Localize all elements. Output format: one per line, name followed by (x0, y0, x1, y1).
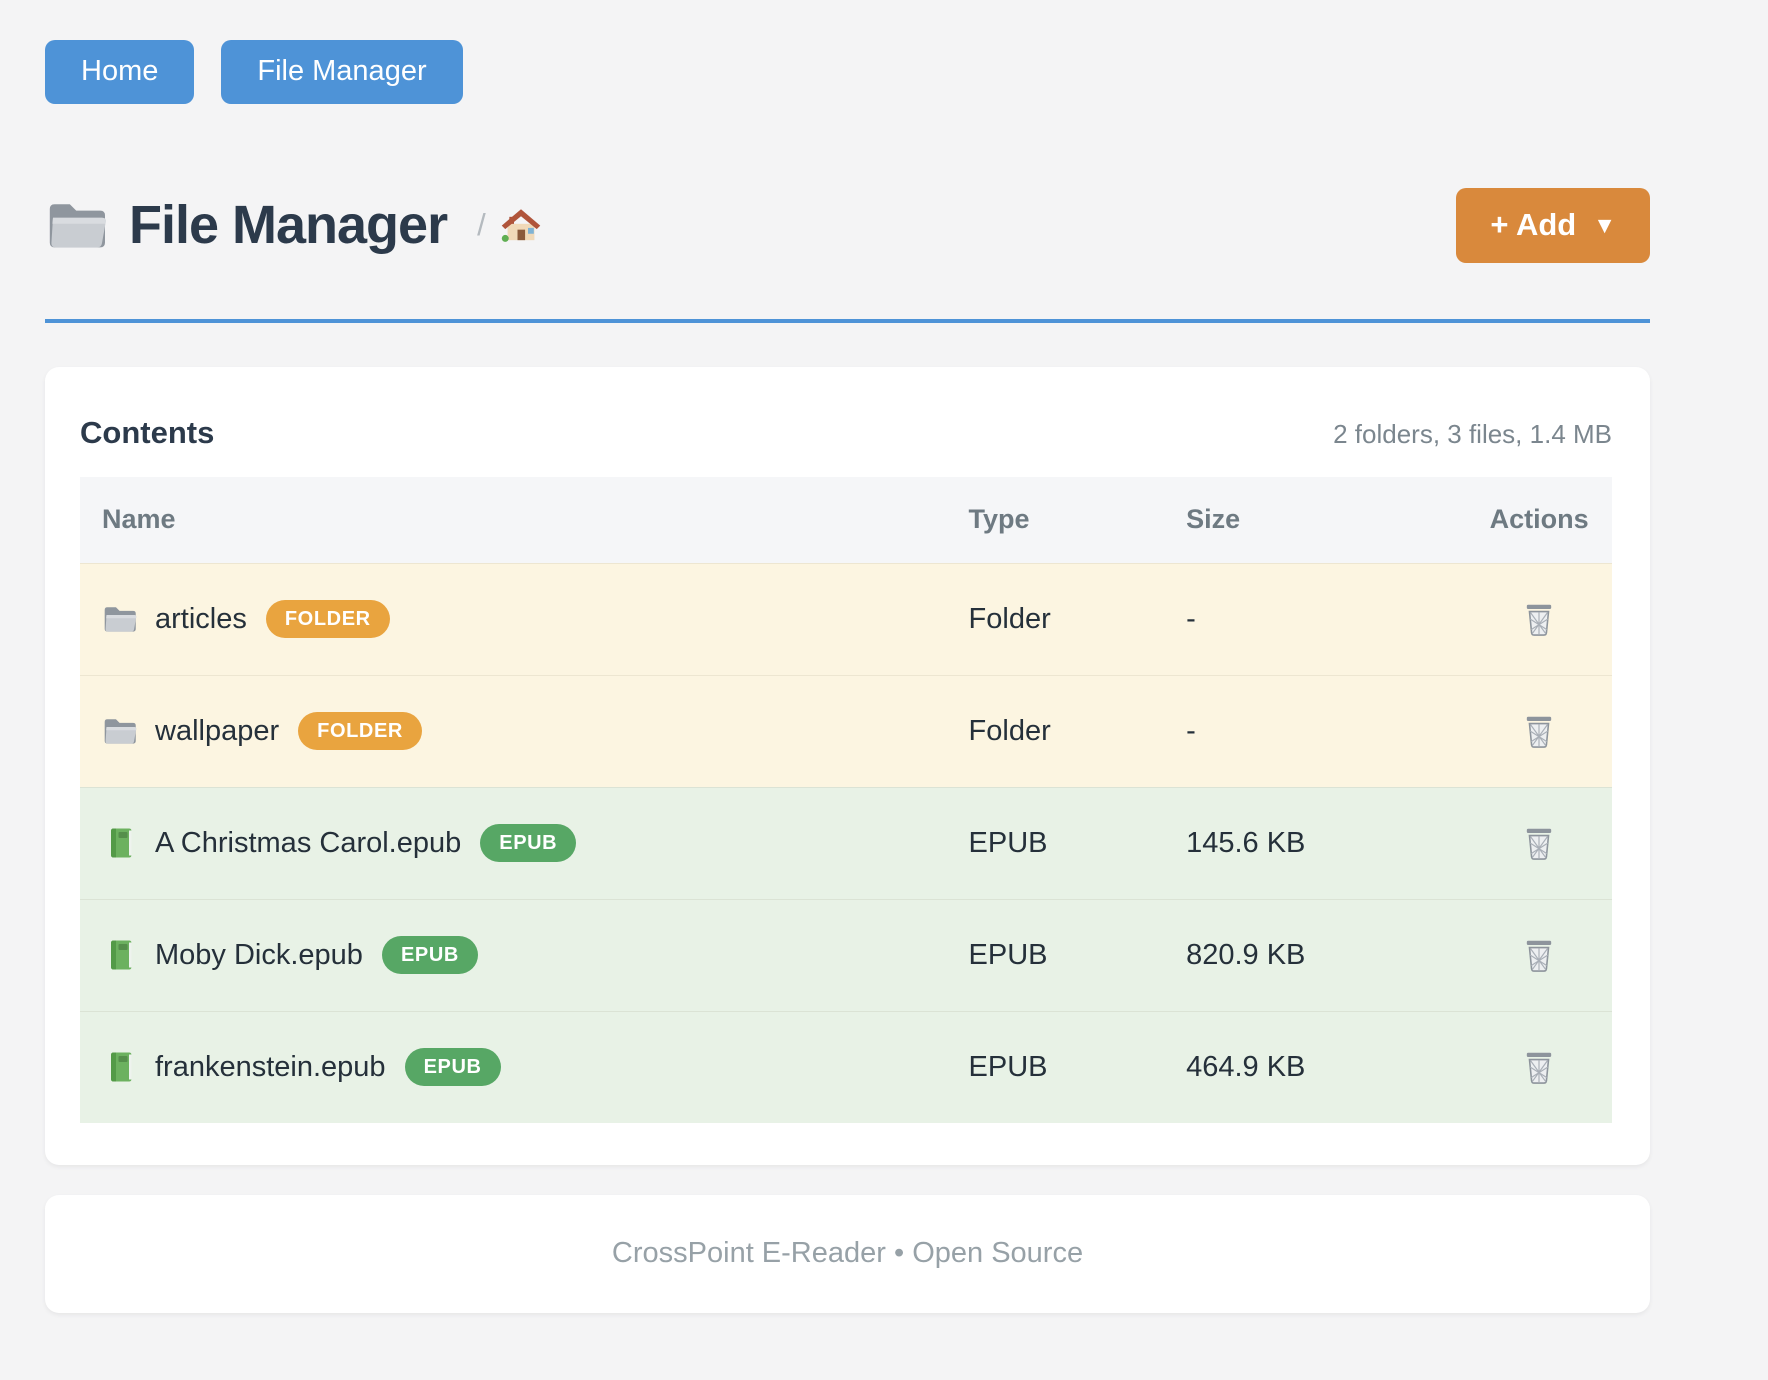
page: Home File Manager File Manager / + Add ▼… (45, 0, 1650, 1313)
size-cell: 464.9 KB (1186, 1050, 1306, 1083)
type-cell: Folder (968, 602, 1051, 635)
top-nav: Home File Manager (45, 40, 1650, 104)
trash-icon (1526, 828, 1553, 861)
page-header: File Manager / + Add ▼ (45, 187, 1650, 263)
contents-title: Contents (80, 414, 215, 450)
table-row[interactable]: wallpaper FOLDER Folder - (80, 674, 1612, 787)
type-badge: FOLDER (298, 712, 422, 751)
size-cell: - (1186, 714, 1196, 747)
footer: CrossPoint E-Reader • Open Source (45, 1194, 1650, 1313)
file-name: A Christmas Carol.epub (155, 826, 462, 859)
column-header-actions: Actions (1489, 504, 1589, 535)
file-name: Moby Dick.epub (155, 938, 363, 971)
folder-icon (104, 719, 137, 744)
table-row[interactable]: A Christmas Carol.epub EPUB EPUB 145.6 K… (80, 786, 1612, 899)
contents-summary: 2 folders, 3 files, 1.4 MB (1333, 418, 1612, 449)
home-button[interactable]: Home (45, 40, 195, 104)
chevron-down-icon: ▼ (1593, 211, 1616, 238)
trash-icon (1526, 716, 1553, 749)
add-button[interactable]: + Add ▼ (1456, 187, 1650, 263)
type-badge: EPUB (480, 824, 577, 863)
column-header-name: Name (102, 504, 176, 535)
green-book-icon (111, 940, 132, 970)
type-cell: EPUB (968, 938, 1048, 971)
contents-card: Contents 2 folders, 3 files, 1.4 MB Name… (45, 366, 1650, 1165)
folder-icon (49, 204, 106, 248)
file-name: articles (155, 602, 247, 635)
type-cell: Folder (968, 714, 1051, 747)
file-table: Name Type Size Actions articles FOLDER F… (80, 476, 1612, 1123)
type-badge: FOLDER (265, 600, 390, 639)
green-book-icon (111, 828, 132, 858)
file-name: wallpaper (155, 714, 280, 747)
file-name: frankenstein.epub (155, 1050, 386, 1083)
type-badge: EPUB (381, 936, 478, 975)
delete-button[interactable] (1513, 709, 1565, 753)
delete-button[interactable] (1513, 1045, 1565, 1089)
table-row[interactable]: Moby Dick.epub EPUB EPUB 820.9 KB (80, 898, 1612, 1011)
green-book-icon (111, 1052, 132, 1082)
delete-button[interactable] (1513, 597, 1565, 641)
table-header-row: Name Type Size Actions (80, 476, 1612, 563)
size-cell: - (1186, 602, 1196, 635)
divider (45, 318, 1650, 323)
house-icon[interactable] (500, 206, 542, 244)
folder-icon (104, 607, 137, 632)
file-manager-button[interactable]: File Manager (221, 40, 463, 104)
footer-text: CrossPoint E-Reader • Open Source (611, 1237, 1084, 1270)
size-cell: 145.6 KB (1186, 826, 1306, 859)
type-cell: EPUB (968, 826, 1048, 859)
type-badge: EPUB (404, 1048, 501, 1087)
delete-button[interactable] (1513, 821, 1565, 865)
column-header-type: Type (968, 504, 1030, 535)
table-row[interactable]: articles FOLDER Folder - (80, 562, 1612, 675)
breadcrumb: / (477, 207, 486, 243)
trash-icon (1526, 1052, 1553, 1085)
type-cell: EPUB (968, 1050, 1048, 1083)
trash-icon (1526, 604, 1553, 637)
trash-icon (1526, 940, 1553, 973)
size-cell: 820.9 KB (1186, 938, 1306, 971)
page-title: File Manager (129, 195, 448, 256)
table-row[interactable]: frankenstein.epub EPUB EPUB 464.9 KB (80, 1010, 1612, 1123)
contents-card-header: Contents 2 folders, 3 files, 1.4 MB (80, 415, 1612, 451)
add-button-label: + Add (1490, 207, 1577, 243)
delete-button[interactable] (1513, 933, 1565, 977)
column-header-size: Size (1186, 504, 1241, 535)
